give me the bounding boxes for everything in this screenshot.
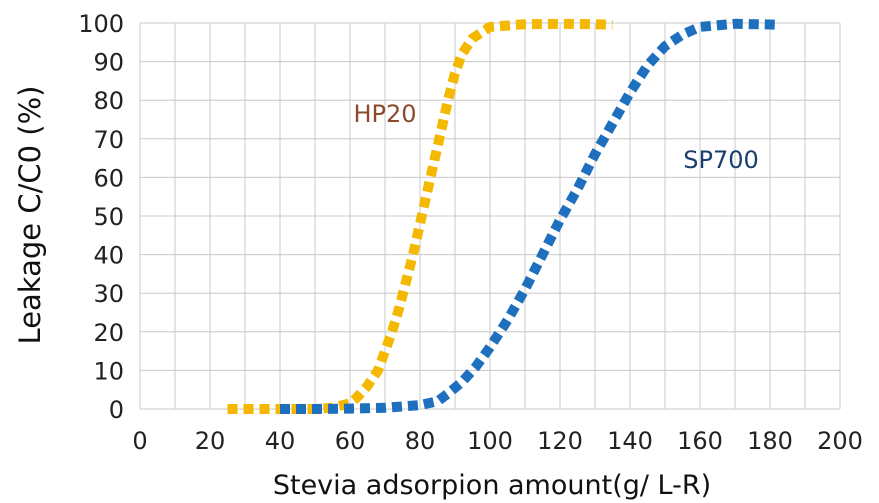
x-axis-title: Stevia adsorpion amount(g/ L-R) <box>273 470 711 501</box>
x-tick-label: 120 <box>537 427 583 455</box>
series-labels: HP20 SP700 <box>353 100 758 174</box>
y-tick-label: 60 <box>93 164 124 192</box>
y-tick-labels: 0 10 20 30 40 50 60 70 80 90 100 <box>78 10 124 424</box>
x-tick-label: 80 <box>405 427 436 455</box>
x-tick-label: 140 <box>607 427 653 455</box>
series-group <box>227 18 781 414</box>
y-tick-label: 40 <box>93 242 124 270</box>
y-tick-label: 80 <box>93 87 124 115</box>
x-tick-label: 0 <box>132 427 147 455</box>
y-tick-label: 0 <box>109 396 124 424</box>
x-tick-label: 100 <box>467 427 513 455</box>
y-tick-label: 70 <box>93 126 124 154</box>
y-tick-label: 50 <box>93 203 124 231</box>
y-axis-title: Leakage C/C0 (%) <box>13 86 47 345</box>
series-line-hp20 <box>227 18 613 414</box>
y-tick-label: 20 <box>93 319 124 347</box>
grid <box>139 22 841 410</box>
y-tick-label: 10 <box>93 357 124 385</box>
x-tick-label: 200 <box>817 427 863 455</box>
x-tick-label: 40 <box>265 427 296 455</box>
x-tick-label: 60 <box>335 427 366 455</box>
x-tick-label: 20 <box>195 427 226 455</box>
x-tick-label: 160 <box>677 427 723 455</box>
series-label-sp700: SP700 <box>683 146 759 174</box>
y-tick-label: 30 <box>93 280 124 308</box>
x-tick-labels: 0 20 40 60 80 100 120 140 160 180 200 <box>132 427 863 455</box>
series-label-hp20: HP20 <box>353 100 416 128</box>
y-tick-label: 90 <box>93 49 124 77</box>
x-tick-label: 180 <box>747 427 793 455</box>
y-tick-label: 100 <box>78 10 124 38</box>
series-line-sp700 <box>280 18 781 414</box>
